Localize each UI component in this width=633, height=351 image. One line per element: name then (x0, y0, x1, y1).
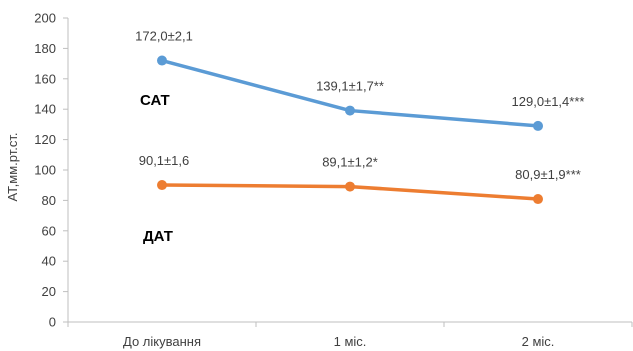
data-point (157, 180, 167, 191)
y-axis-label: АТ,мм.рт.ст. (5, 133, 20, 202)
series-label: ДАТ (143, 228, 173, 245)
data-label: 129,0±1,4*** (512, 94, 585, 109)
data-point (533, 120, 543, 131)
y-tick-label: 20 (42, 284, 56, 299)
data-point (533, 194, 543, 205)
y-tick-label: 120 (34, 132, 56, 147)
data-label: 172,0±2,1 (135, 29, 193, 44)
y-tick-label: 60 (42, 223, 56, 238)
y-tick-label: 200 (34, 11, 56, 26)
y-tick-label: 100 (34, 163, 56, 178)
y-tick-label: 80 (42, 193, 56, 208)
x-tick-label: До лікування (123, 334, 201, 349)
x-tick-label: 1 міс. (334, 334, 367, 349)
data-point (157, 55, 167, 66)
y-tick-label: 180 (34, 41, 56, 56)
series-label: САТ (140, 92, 170, 109)
y-tick-label: 140 (34, 102, 56, 117)
data-point (345, 105, 355, 116)
data-point (345, 181, 355, 192)
data-label: 139,1±1,7** (316, 79, 384, 94)
data-label: 80,9±1,9*** (515, 167, 581, 182)
x-tick-label: 2 міс. (522, 334, 555, 349)
data-label: 90,1±1,6 (139, 153, 190, 168)
y-tick-label: 0 (49, 315, 56, 330)
y-tick-label: 160 (34, 71, 56, 86)
y-tick-label: 40 (42, 254, 56, 269)
data-label: 89,1±1,2* (322, 155, 378, 170)
